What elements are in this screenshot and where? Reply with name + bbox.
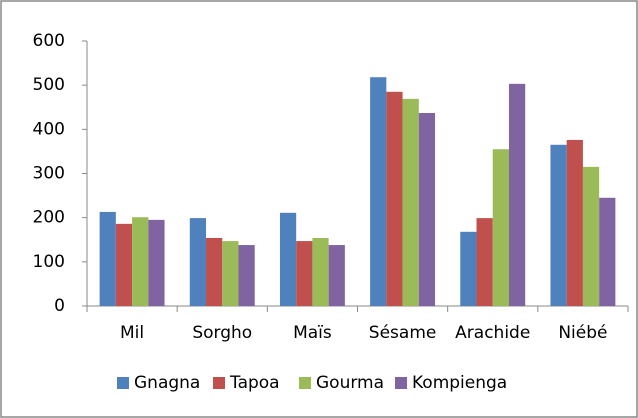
bar (238, 245, 255, 306)
y-tick-label: 400 (33, 119, 65, 139)
bar (279, 212, 297, 306)
legend-swatch (117, 377, 129, 389)
legend-swatch (213, 377, 225, 389)
x-tick-label: Mil (120, 323, 144, 343)
x-tick-label: Arachide (455, 323, 530, 343)
bar (370, 77, 387, 306)
bar (582, 166, 600, 306)
bar (328, 245, 345, 306)
bar (189, 218, 207, 306)
bar (550, 144, 567, 306)
legend-label: Tapoa (229, 373, 280, 393)
y-tick-label: 500 (33, 75, 65, 95)
x-tick-label: Maïs (293, 323, 332, 343)
bar (206, 237, 223, 306)
bar (460, 231, 477, 306)
bar (476, 218, 493, 306)
bar (492, 149, 509, 306)
legend-swatch (395, 377, 407, 389)
bar (566, 139, 583, 306)
bar (508, 83, 526, 306)
legend-swatch (299, 377, 311, 389)
legend-label: Kompienga (412, 373, 507, 393)
bar (402, 98, 419, 306)
bar (222, 241, 239, 306)
legend-label: Gnagna (134, 373, 200, 393)
x-tick-label: Sorgho (192, 323, 252, 343)
y-tick-label: 200 (33, 208, 65, 228)
legend-label: Gourma (316, 373, 384, 393)
bar (132, 217, 149, 306)
bar (296, 241, 313, 306)
x-tick-label: Sésame (369, 323, 437, 343)
bar (599, 197, 616, 306)
bar (312, 237, 329, 306)
bar (99, 211, 116, 306)
bar (115, 223, 133, 306)
y-tick-label: 0 (54, 296, 65, 316)
bar (386, 91, 403, 307)
y-tick-label: 600 (33, 31, 65, 51)
y-tick-label: 300 (33, 164, 65, 184)
y-tick-label: 100 (33, 252, 65, 272)
bar (418, 112, 436, 306)
bar (148, 219, 165, 306)
x-tick-label: Niébé (558, 323, 607, 343)
